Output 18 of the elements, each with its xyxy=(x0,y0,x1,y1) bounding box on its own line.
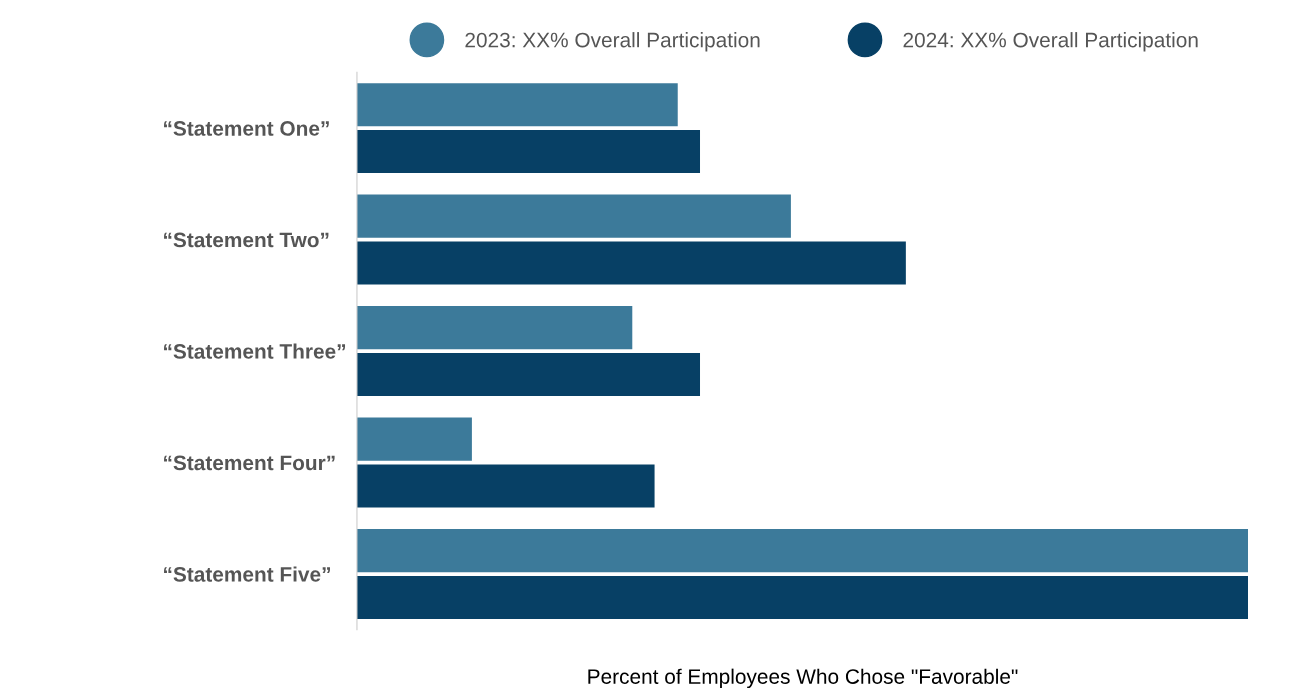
legend-label: 2024: XX% Overall Participation xyxy=(903,32,1198,52)
y-tick-label: “Statement Five” xyxy=(164,566,330,582)
bar xyxy=(356,194,791,238)
bar xyxy=(356,241,906,285)
legend-label: 2023: XX% Overall Participation xyxy=(465,32,760,52)
bar xyxy=(356,306,633,350)
y-tick-label: “Statement One” xyxy=(164,121,329,136)
bar xyxy=(356,352,701,396)
y-tick-label: “Statement Four” xyxy=(164,455,335,471)
bar xyxy=(356,529,1249,573)
bar xyxy=(356,417,472,461)
bar xyxy=(356,129,701,174)
y-tick-label: “Statement Three” xyxy=(164,343,346,359)
bar xyxy=(356,83,678,127)
x-axis-title: Percent of Employees Who Chose "Favorable" xyxy=(588,668,1018,689)
y-tick-label: “Statement Two” xyxy=(164,232,329,248)
bar xyxy=(356,575,1249,619)
bar xyxy=(356,464,655,508)
